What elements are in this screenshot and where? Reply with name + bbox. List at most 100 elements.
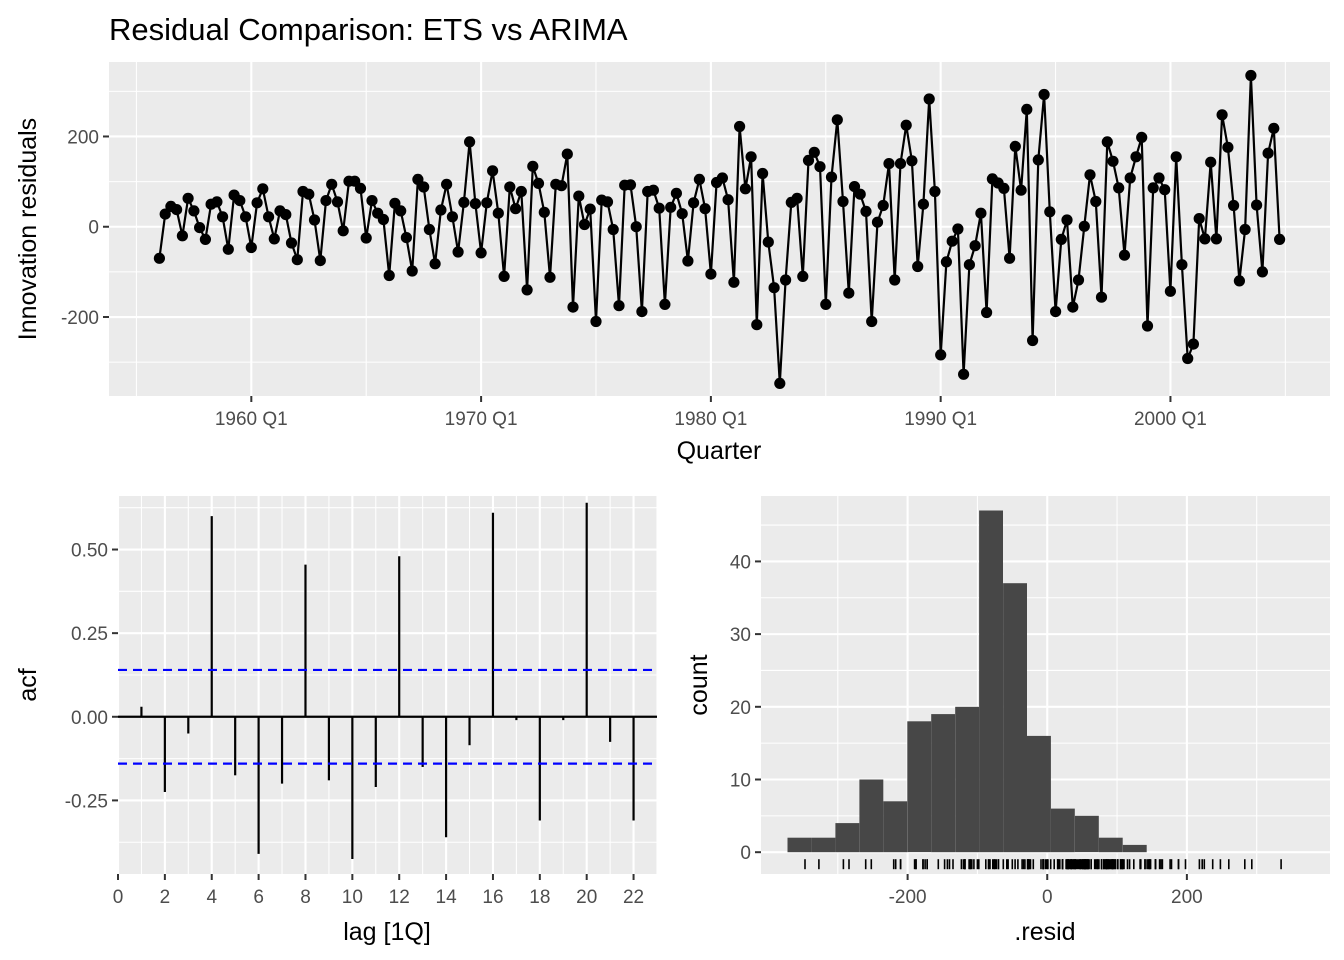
residual-point — [613, 300, 625, 312]
residual-point — [900, 119, 912, 131]
histogram-bar — [1122, 844, 1147, 853]
histogram-y-tick-label: 40 — [730, 552, 751, 573]
residual-point — [153, 252, 165, 264]
residual-point — [1205, 156, 1217, 168]
residual-point — [624, 179, 637, 191]
residual-point — [1004, 252, 1016, 264]
residual-point — [768, 282, 780, 294]
histogram-bar — [1074, 815, 1099, 853]
acf-x-tick-label: 8 — [300, 887, 311, 908]
histogram-bar — [907, 721, 932, 853]
residual-point — [1176, 259, 1188, 271]
residual-point — [636, 306, 648, 318]
residual-point — [831, 114, 843, 126]
residuals-y-tick-label: 200 — [67, 127, 99, 148]
residual-point — [607, 223, 619, 236]
histogram-y-tick-label: 0 — [740, 843, 751, 864]
acf-y-tick-label: 0.25 — [71, 624, 108, 645]
residuals-x-tick-label: 1960 Q1 — [215, 409, 288, 430]
residual-point — [682, 255, 694, 267]
residual-point — [757, 167, 769, 180]
histogram-y-axis-title: count — [685, 654, 713, 715]
residual-point — [946, 235, 958, 247]
residual-point — [774, 377, 786, 389]
residual-point — [423, 223, 435, 236]
figure-title: Residual Comparison: ETS vs ARIMA — [109, 12, 628, 47]
residual-point — [871, 216, 884, 228]
residuals-x-axis-title: Quarter — [677, 437, 762, 465]
residual-point — [653, 202, 665, 214]
residual-point — [561, 148, 573, 160]
residual-point — [268, 233, 280, 245]
residual-point — [377, 213, 389, 226]
residual-point — [1009, 140, 1021, 152]
residual-point — [584, 203, 596, 215]
residual-point — [1182, 352, 1194, 365]
acf-x-tick-label: 16 — [482, 887, 503, 908]
acf-x-tick-label: 10 — [342, 887, 363, 908]
acf-x-tick-label: 22 — [623, 887, 644, 908]
residuals-y-axis-title: Innovation residuals — [14, 118, 42, 340]
histogram-bar — [1003, 583, 1027, 853]
residual-point — [1130, 151, 1142, 163]
residual-point — [263, 211, 275, 223]
residual-point — [797, 270, 809, 282]
residual-point — [515, 185, 527, 198]
residual-point — [1090, 195, 1102, 208]
residual-point — [630, 221, 642, 233]
residual-point — [848, 181, 861, 193]
histogram-y-tick-label: 30 — [730, 625, 751, 646]
histogram-x-tick-label: 0 — [1042, 887, 1053, 908]
residual-point — [1044, 206, 1056, 218]
residual-point — [917, 198, 930, 210]
residual-point — [676, 208, 688, 220]
residual-point — [1136, 131, 1148, 143]
residual-point — [889, 274, 901, 286]
residual-point — [647, 184, 660, 196]
residual-point — [728, 276, 740, 288]
residual-point — [802, 154, 815, 166]
residual-point — [791, 192, 803, 204]
residual-point — [389, 197, 401, 209]
residual-point — [211, 196, 223, 208]
residual-point — [555, 180, 568, 192]
residual-point — [544, 271, 556, 283]
residual-point — [825, 171, 838, 183]
residual-point — [935, 349, 947, 361]
residual-point — [739, 183, 752, 195]
residual-point — [952, 223, 964, 235]
residual-point — [481, 197, 493, 209]
residual-point — [659, 298, 671, 310]
residual-point — [464, 136, 476, 148]
residual-point — [814, 161, 826, 173]
residual-point — [452, 246, 464, 258]
residual-point — [567, 301, 579, 313]
residual-point — [1015, 184, 1027, 196]
histogram-bar — [979, 510, 1003, 853]
acf-panel: -0.25 0.00 0.25 0.50 0 2 4 6 8 10 12 14 16 18 20 22 lag… — [14, 496, 658, 946]
residual-point — [1113, 182, 1125, 194]
residual-point — [1262, 147, 1274, 159]
residuals-panel-background — [109, 62, 1330, 396]
residual-point — [1072, 274, 1085, 286]
residual-point — [590, 315, 602, 328]
acf-y-tick-label: 0.50 — [71, 541, 108, 562]
residual-point — [240, 211, 252, 223]
residual-point — [251, 197, 263, 209]
residual-point — [1210, 233, 1222, 245]
residual-point — [751, 319, 763, 331]
histogram-y-tick-label: 10 — [730, 771, 751, 792]
residual-point — [159, 208, 171, 220]
residual-point — [1067, 301, 1079, 313]
residual-point — [1222, 141, 1234, 153]
residual-point — [245, 241, 257, 254]
acf-x-tick-label: 4 — [206, 887, 217, 908]
residual-point — [1118, 249, 1131, 261]
residual-point — [320, 195, 332, 207]
residual-point — [314, 255, 326, 267]
residuals-x-tick-label: 1990 Q1 — [904, 409, 977, 430]
residual-point — [354, 182, 367, 194]
acf-y-axis-title: acf — [14, 668, 42, 701]
residual-point — [1038, 88, 1050, 101]
residual-point — [360, 232, 372, 244]
